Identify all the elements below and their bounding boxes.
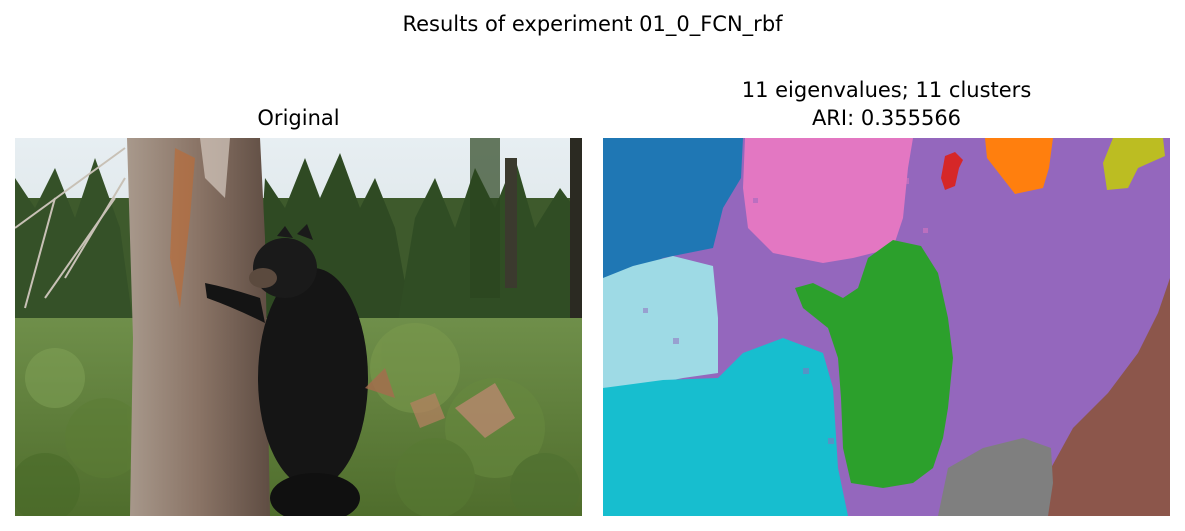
cluster-green-region xyxy=(795,240,953,488)
black-bear xyxy=(205,224,368,516)
original-title: Original xyxy=(257,106,340,130)
cluster-segmentation-map xyxy=(603,138,1170,516)
dead-branches xyxy=(15,147,126,309)
ground-debris xyxy=(365,368,515,438)
cluster-lightcyan-region xyxy=(603,256,718,388)
cluster-red-region xyxy=(941,152,963,190)
original-image xyxy=(15,138,582,516)
segmentation-image xyxy=(603,138,1170,516)
bear-photo-illustration xyxy=(15,138,582,516)
cluster-brown-region xyxy=(1048,278,1170,516)
segmentation-title-line1: 11 eigenvalues; 11 clusters xyxy=(741,78,1032,102)
cluster-cyan-region xyxy=(603,338,848,516)
cluster-gray-region xyxy=(938,438,1053,516)
segmentation-title: 11 eigenvalues; 11 clusters ARI: 0.35556… xyxy=(603,76,1170,132)
cluster-olive-region xyxy=(1103,138,1165,190)
ari-label: ARI: 0.355566 xyxy=(811,106,962,130)
cluster-speckle-texture xyxy=(643,178,1148,464)
cluster-blue-region xyxy=(603,138,743,283)
cluster-orange-region xyxy=(985,138,1053,194)
cluster-pink-region xyxy=(743,138,913,263)
tree-trunk xyxy=(127,138,270,516)
figure-suptitle: Results of experiment 01_0_FCN_rbf xyxy=(402,12,783,36)
